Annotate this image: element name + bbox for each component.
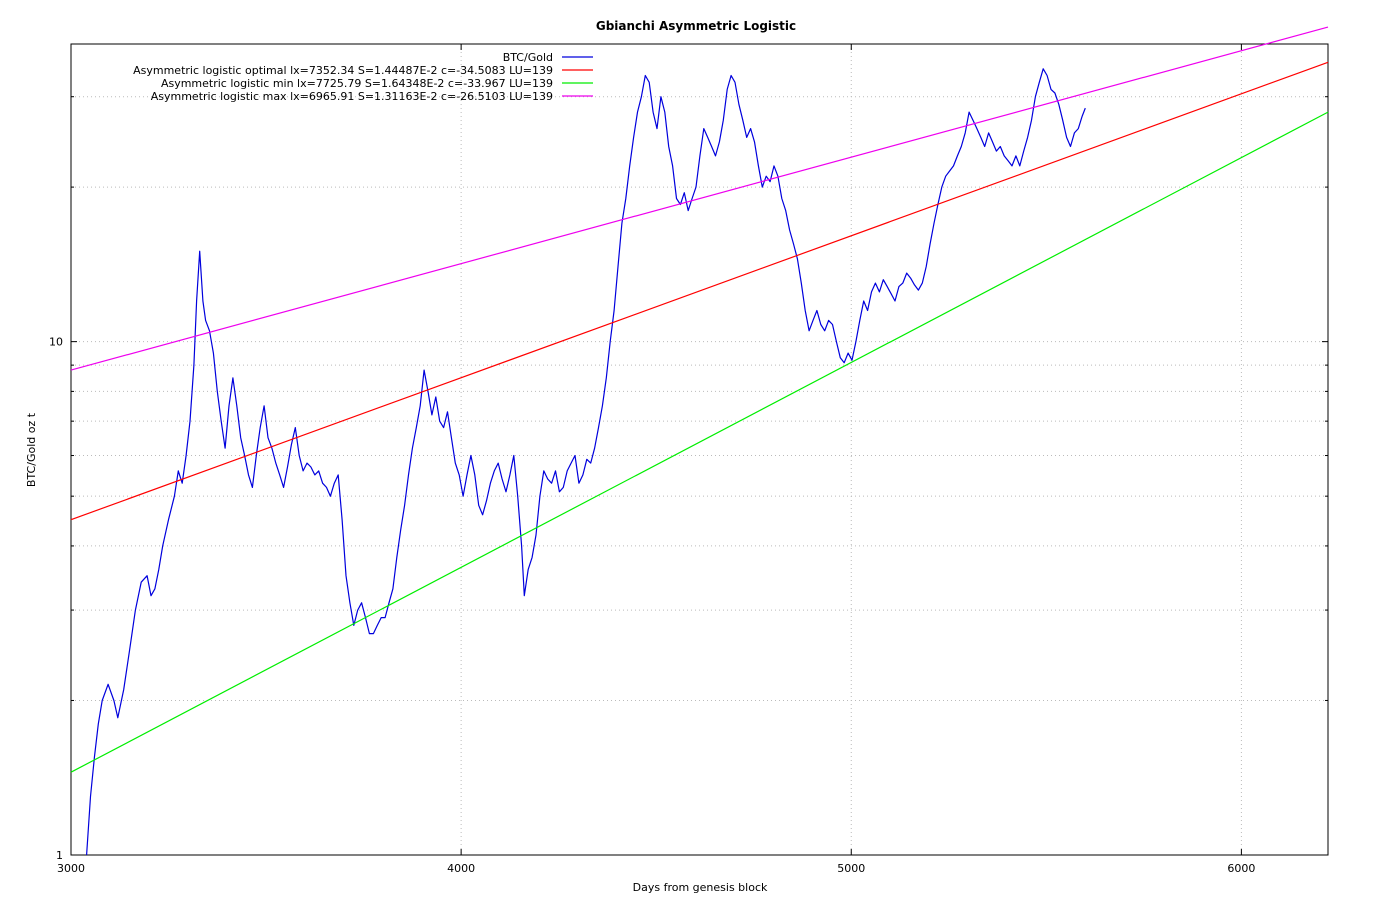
legend-label-2: Asymmetric logistic min lx=7725.79 S=1.6… <box>161 77 553 90</box>
chart-title: Gbianchi Asymmetric Logistic <box>596 19 796 33</box>
series-line-1 <box>70 61 1329 521</box>
legend-label-1: Asymmetric logistic optimal lx=7352.34 S… <box>133 64 553 77</box>
plot-frame <box>70 43 1329 856</box>
axis-ticks: 3000 4000 5000 6000 1 10 <box>49 44 1328 875</box>
y-tick-label: 10 <box>49 336 63 349</box>
legend-label-3: Asymmetric logistic max lx=6965.91 S=1.3… <box>151 90 553 103</box>
y-axis-label: BTC/Gold oz t <box>25 412 38 487</box>
y-tick-label: 1 <box>56 849 63 862</box>
x-axis-label: Days from genesis block <box>633 881 768 894</box>
series-line-3 <box>70 26 1329 371</box>
grid-lines <box>70 44 1328 856</box>
series-line-2 <box>70 111 1329 773</box>
series-line-0 <box>86 68 1086 856</box>
legend-label-0: BTC/Gold <box>503 51 553 64</box>
x-tick-label: 5000 <box>837 862 865 875</box>
x-tick-label: 6000 <box>1227 862 1255 875</box>
series-group <box>70 26 1329 856</box>
x-tick-label: 3000 <box>57 862 85 875</box>
x-tick-label: 4000 <box>447 862 475 875</box>
